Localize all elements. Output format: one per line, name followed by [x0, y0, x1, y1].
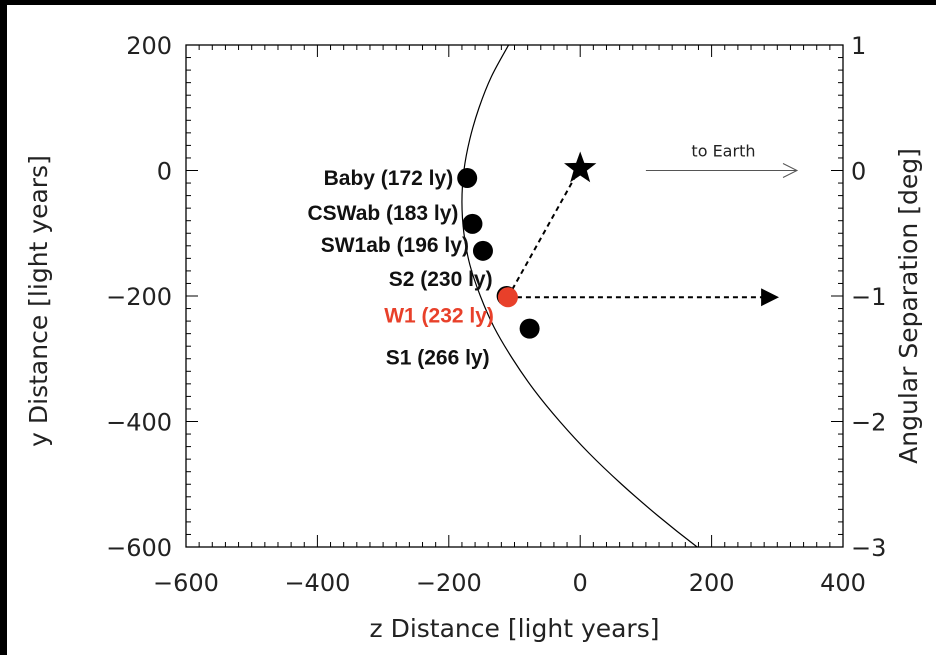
- to-earth-label: to Earth: [691, 142, 755, 161]
- x-tick-label: 0: [573, 569, 588, 597]
- figure: −600 −400 −200 0 200 400 200 0 −200 −400 −600 1 0 −1 −…: [7, 5, 936, 655]
- y2-axis-title: Angular Separation [deg]: [894, 148, 923, 464]
- x-tick-label: 200: [689, 569, 735, 597]
- y2-tick-label: −3: [851, 534, 886, 562]
- star-labels: Baby (172 ly) CSWab (183 ly) SW1ab (196 ly…: [308, 167, 494, 370]
- y-tick-label: −200: [106, 283, 172, 311]
- star-point-label: CSWab (183 ly): [308, 202, 459, 225]
- star-point-label: S2 (230 ly): [389, 268, 493, 291]
- star-point: [497, 287, 518, 308]
- y-tick-label: −400: [106, 409, 172, 437]
- star-point-label: W1 (232 ly): [384, 304, 494, 327]
- x-tick-label: −400: [284, 569, 350, 597]
- star-markers: [457, 168, 540, 339]
- star-point: [472, 240, 493, 261]
- sightline-arrows: [507, 178, 780, 307]
- star-marker-icon: [564, 151, 597, 183]
- x-tick-label: −200: [416, 569, 482, 597]
- y2-tick-label: 0: [851, 158, 866, 186]
- y-tick-label: −600: [106, 534, 172, 562]
- x-tick-label: −600: [153, 569, 219, 597]
- star-point: [462, 213, 483, 234]
- dashed-arrow-to-star: [507, 178, 576, 298]
- tick-labels: −600 −400 −200 0 200 400 200 0 −200 −400 −600 1 0 −1 −…: [106, 32, 886, 597]
- x-tick-label: 400: [820, 569, 866, 597]
- x-axis-title: z Distance [light years]: [370, 614, 660, 643]
- y2-tick-label: 1: [851, 32, 866, 60]
- y2-tick-label: −1: [851, 283, 886, 311]
- y-tick-label: 0: [157, 158, 172, 186]
- to-earth-annotation: to Earth: [645, 142, 799, 178]
- y2-tick-label: −2: [851, 409, 886, 437]
- y-tick-label: 200: [126, 32, 172, 60]
- y-axis-title: y Distance [light years]: [24, 155, 53, 447]
- star-point-label: SW1ab (196 ly): [321, 234, 469, 257]
- axis-ticks: [185, 44, 844, 548]
- star-point: [457, 168, 478, 189]
- star-point: [519, 318, 540, 339]
- to-earth-arrowhead: [782, 163, 799, 178]
- trajectory-curve: [461, 45, 699, 547]
- star-point-label: S1 (266 ly): [386, 347, 490, 370]
- plot-svg: −600 −400 −200 0 200 400 200 0 −200 −400 −600 1 0 −1 −…: [24, 32, 923, 643]
- star-point-label: Baby (172 ly): [324, 167, 454, 190]
